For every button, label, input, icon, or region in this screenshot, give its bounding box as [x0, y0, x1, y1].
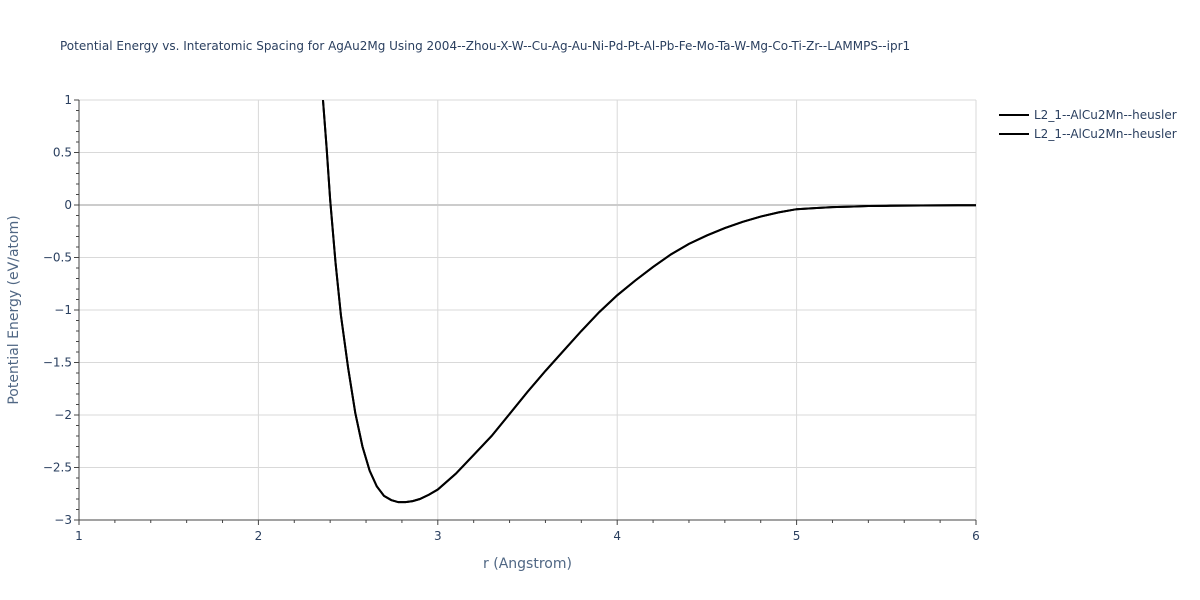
axis-layer: 1 2 3 4 5 6 1 0.5 0 −0.5 −1 −1.5 −2 −2.5 −3 [43, 93, 980, 543]
x-tick-label: 1 [75, 529, 83, 543]
grid-layer [79, 99, 977, 520]
y-tick-label: 0.5 [53, 146, 72, 160]
x-tick-label: 4 [613, 529, 621, 543]
x-tick-label: 6 [972, 529, 980, 543]
series-layer [321, 100, 976, 504]
x-tick-label: 3 [434, 529, 442, 543]
legend-item-2[interactable]: L2_1--AlCu2Mn--heusler [999, 127, 1177, 141]
y-tick-label: −1.5 [43, 356, 72, 370]
y-tick-label: −0.5 [43, 251, 72, 265]
legend-item-1[interactable]: L2_1--AlCu2Mn--heusler [999, 108, 1177, 122]
x-tick-label: 5 [793, 529, 801, 543]
legend-label: L2_1--AlCu2Mn--heusler [1034, 127, 1177, 141]
y-tick-label: −1 [54, 303, 72, 317]
y-tick-label: −2.5 [43, 461, 72, 475]
y-tick-label: 0 [64, 198, 72, 212]
legend-label: L2_1--AlCu2Mn--heusler [1034, 108, 1177, 122]
y-tick-label: 1 [64, 93, 72, 107]
series-line-2 [321, 100, 976, 504]
y-axis-title: Potential Energy (eV/atom) [6, 215, 22, 404]
legend[interactable]: L2_1--AlCu2Mn--heusler L2_1--AlCu2Mn--heu… [999, 108, 1177, 141]
y-tick-label: −2 [54, 408, 72, 422]
chart-title: Potential Energy vs. Interatomic Spacing… [60, 39, 910, 53]
x-tick-label: 2 [255, 529, 263, 543]
y-tick-label: −3 [54, 513, 72, 527]
x-axis-title: r (Angstrom) [483, 556, 572, 572]
series-line-1 [321, 100, 976, 504]
